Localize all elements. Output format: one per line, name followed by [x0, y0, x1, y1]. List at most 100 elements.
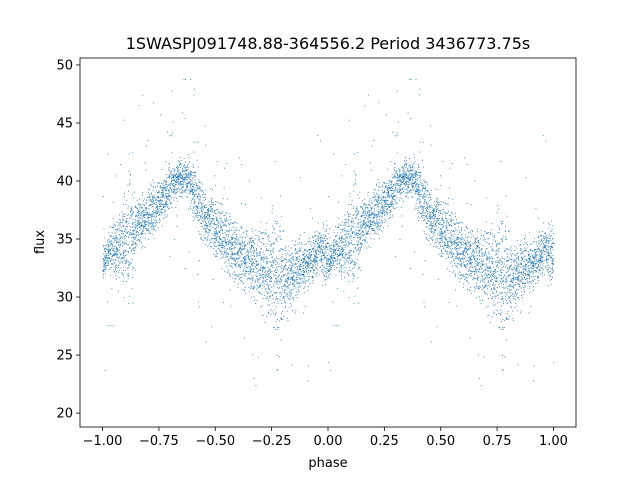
data-point: [252, 271, 254, 273]
data-point: [171, 191, 173, 193]
data-point: [352, 226, 353, 228]
data-point: [130, 214, 132, 216]
data-point: [406, 175, 408, 176]
data-point: [408, 185, 410, 187]
data-point: [188, 173, 190, 175]
data-point: [438, 248, 440, 250]
data-point: [364, 223, 366, 225]
data-point: [252, 288, 254, 290]
data-point: [216, 213, 218, 215]
data-point: [479, 272, 481, 274]
data-point: [146, 228, 148, 230]
data-point: [364, 210, 366, 212]
data-point: [406, 192, 408, 194]
data-point: [446, 268, 448, 270]
data-point: [167, 203, 169, 205]
data-point: [478, 268, 480, 269]
data-point: [108, 244, 110, 245]
data-point: [205, 238, 207, 240]
data-point: [123, 204, 125, 205]
data-point: [250, 248, 252, 250]
data-point: [418, 192, 420, 193]
data-point: [478, 286, 480, 288]
data-point: [487, 270, 489, 272]
data-point: [410, 189, 412, 191]
data-point: [367, 230, 369, 232]
data-point: [168, 163, 170, 165]
data-point: [123, 257, 125, 259]
data-point: [478, 288, 480, 289]
data-point: [417, 183, 419, 185]
data-point: [441, 236, 443, 238]
data-point: [436, 206, 438, 208]
data-point: [476, 241, 478, 243]
data-point: [447, 246, 449, 248]
data-point: [263, 267, 265, 269]
data-point: [262, 257, 264, 259]
data-point: [451, 211, 453, 213]
data-point: [152, 199, 154, 201]
data-point: [459, 274, 461, 276]
data-point: [393, 176, 395, 178]
data-point: [442, 224, 443, 226]
data-point: [474, 271, 475, 273]
data-point: [409, 178, 411, 180]
data-point: [438, 214, 440, 216]
data-point: [377, 233, 379, 235]
data-point: [478, 250, 480, 252]
data-point: [468, 269, 470, 271]
data-point: [132, 253, 134, 255]
data-point: [238, 265, 240, 267]
data-point: [233, 281, 235, 282]
data-point: [158, 206, 160, 208]
data-point: [406, 163, 407, 165]
data-point: [262, 282, 264, 284]
data-point: [376, 220, 378, 222]
data-point: [396, 189, 398, 190]
data-point: [120, 260, 122, 262]
data-point: [335, 254, 337, 255]
data-point: [352, 232, 354, 234]
data-point: [228, 239, 230, 241]
data-point: [458, 226, 459, 228]
data-point: [169, 189, 171, 191]
data-point: [116, 235, 117, 237]
data-point: [348, 204, 350, 205]
data-point: [416, 202, 418, 204]
data-point: [438, 211, 439, 213]
data-point: [349, 259, 351, 261]
data-point: [122, 219, 124, 221]
data-point: [452, 255, 453, 257]
data-point: [165, 200, 167, 202]
data-point: [424, 196, 426, 198]
data-point: [165, 183, 167, 185]
data-point: [135, 206, 136, 208]
data-point: [488, 251, 490, 253]
data-point: [422, 207, 424, 209]
data-point: [394, 189, 396, 191]
data-point: [228, 243, 230, 245]
data-point: [130, 229, 131, 231]
data-point: [338, 223, 340, 225]
data-point: [422, 273, 424, 275]
data-point: [182, 176, 184, 178]
data-point: [170, 182, 172, 184]
data-point: [113, 262, 115, 264]
data-point: [353, 205, 355, 207]
data-point: [186, 183, 187, 185]
data-point: [250, 258, 252, 260]
data-point: [250, 282, 252, 284]
data-point: [439, 231, 441, 233]
data-point: [345, 267, 347, 269]
data-point: [342, 237, 343, 239]
data-point: [471, 255, 472, 257]
data-point: [336, 243, 338, 244]
data-point: [469, 258, 471, 260]
data-point: [417, 178, 419, 179]
data-point: [142, 220, 144, 222]
data-point: [377, 203, 379, 205]
data-point: [412, 186, 414, 188]
data-point: [370, 207, 372, 209]
data-point: [210, 241, 212, 243]
data-point: [183, 173, 185, 175]
